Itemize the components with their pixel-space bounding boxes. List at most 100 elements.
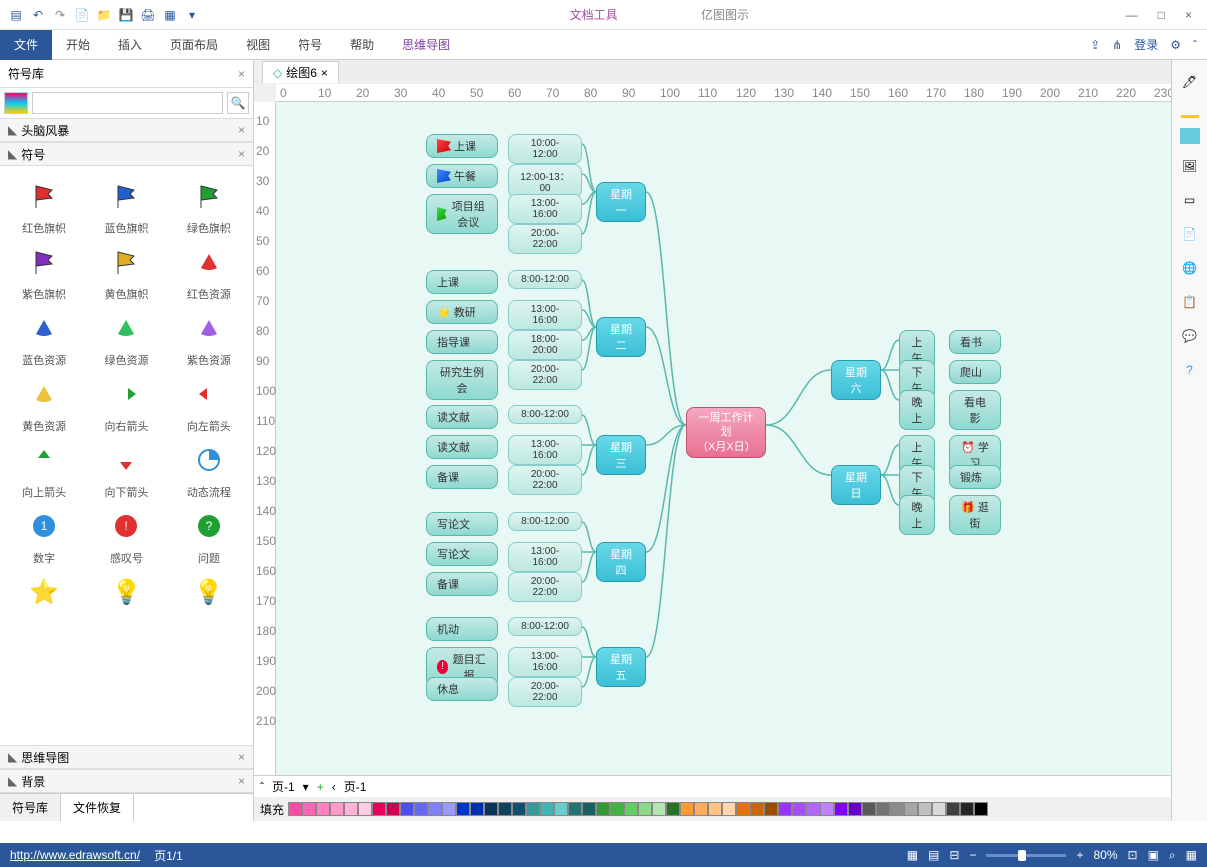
mindmap-node[interactable]: 13:00-16:00 [508, 542, 582, 572]
collapse-icon[interactable]: ˆ [1193, 38, 1197, 52]
symbol-红色资源[interactable]: 红色资源 [171, 242, 247, 302]
symbol-紫色资源[interactable]: 紫色资源 [171, 308, 247, 368]
mindmap-node[interactable]: 星期日 [831, 465, 881, 505]
page-tab-dropdown[interactable]: ▾ [303, 780, 309, 794]
section-close-icon[interactable]: × [238, 147, 245, 161]
color-swatch[interactable] [862, 802, 876, 816]
ribbon-tab-4[interactable]: 视图 [232, 30, 284, 60]
view-icon[interactable]: ▤ [928, 848, 939, 862]
symbol-绿色资源[interactable]: 绿色资源 [88, 308, 164, 368]
symbol-extra-1[interactable]: 💡 [88, 572, 164, 612]
color-swatch[interactable] [624, 802, 638, 816]
section-background[interactable]: ◣ 背景 × [0, 769, 253, 793]
symbol-蓝色资源[interactable]: 蓝色资源 [6, 308, 82, 368]
qat-more-icon[interactable]: ▾ [184, 7, 200, 23]
mindmap-node[interactable]: ⭐ 教研 [426, 300, 498, 324]
mindmap-node[interactable]: 机动 [426, 617, 498, 641]
symbol-问题[interactable]: ?问题 [171, 506, 247, 566]
panel-close-icon[interactable]: × [238, 67, 245, 81]
style-icon[interactable]: 🖊 [1178, 70, 1202, 94]
tab-file-recovery[interactable]: 文件恢复 [61, 794, 134, 821]
color-swatch[interactable] [512, 802, 526, 816]
color-swatch[interactable] [778, 802, 792, 816]
symbol-向下箭头[interactable]: 向下箭头 [88, 440, 164, 500]
search-input[interactable] [32, 92, 223, 114]
symbol-感叹号[interactable]: !感叹号 [88, 506, 164, 566]
mindmap-node[interactable]: 12:00-13：00 [508, 164, 582, 198]
mindmap-node[interactable]: 8:00-12:00 [508, 270, 582, 289]
mindmap-node[interactable]: 写论文 [426, 512, 498, 536]
undo-icon[interactable]: ↶ [30, 7, 46, 23]
symbol-数字[interactable]: 1数字 [6, 506, 82, 566]
tab-symbol-library[interactable]: 符号库 [0, 794, 61, 821]
zoom-out-icon[interactable]: − [969, 848, 976, 862]
gear-icon[interactable]: ⚙ [1170, 38, 1181, 52]
color-swatch[interactable] [428, 802, 442, 816]
mindmap-node[interactable]: 爬山 [949, 360, 1001, 384]
color-swatch[interactable] [694, 802, 708, 816]
fit-icon[interactable]: ⌕ [1169, 848, 1176, 863]
color-swatch[interactable] [708, 802, 722, 816]
canvas[interactable]: 一周工作计划（X月X日）星期一 上课10:00-12:00 午餐12:00-13… [276, 102, 1171, 793]
color-swatch[interactable] [442, 802, 456, 816]
color-swatch[interactable] [960, 802, 974, 816]
color-swatch[interactable] [722, 802, 736, 816]
color-swatch[interactable] [470, 802, 484, 816]
note-icon[interactable]: 📋 [1178, 290, 1202, 314]
color-swatch[interactable] [386, 802, 400, 816]
mindmap-node[interactable]: 午餐 [426, 164, 498, 188]
minimize-button[interactable]: — [1126, 8, 1138, 22]
symbol-extra-0[interactable]: ⭐ [6, 572, 82, 612]
close-tab-icon[interactable]: × [321, 66, 328, 80]
section-mindmap[interactable]: ◣ 思维导图 × [0, 745, 253, 769]
fit-icon[interactable]: ▣ [1148, 848, 1159, 862]
color-swatch[interactable] [330, 802, 344, 816]
url-link[interactable]: http://www.edrawsoft.cn/ [10, 848, 140, 862]
fit-icon[interactable]: ⊡ [1128, 848, 1138, 862]
mindmap-node[interactable]: 20:00-22:00 [508, 572, 582, 602]
mindmap-node[interactable]: 8:00-12:00 [508, 512, 582, 531]
share2-icon[interactable]: ⋔ [1112, 38, 1122, 52]
color-swatch[interactable] [904, 802, 918, 816]
mindmap-node[interactable]: 备课 [426, 572, 498, 596]
symbol-蓝色旗帜[interactable]: 蓝色旗帜 [88, 176, 164, 236]
ribbon-tab-7[interactable]: 思维导图 [388, 30, 464, 60]
color-swatch[interactable] [302, 802, 316, 816]
mindmap-node[interactable]: 一周工作计划（X月X日） [686, 407, 766, 458]
color-swatch[interactable] [316, 802, 330, 816]
doc-tab[interactable]: ◇ 绘图6 × [262, 61, 339, 83]
color-swatch[interactable] [568, 802, 582, 816]
color-swatch[interactable] [596, 802, 610, 816]
page-tab[interactable]: 页-1 [344, 778, 367, 795]
mindmap-node[interactable]: 🎁 逛街 [949, 495, 1001, 535]
ribbon-tab-1[interactable]: 开始 [52, 30, 104, 60]
mindmap-node[interactable]: 13:00-16:00 [508, 300, 582, 330]
zoom-slider[interactable] [986, 854, 1066, 857]
symbol-向左箭头[interactable]: 向左箭头 [171, 374, 247, 434]
add-page-icon[interactable]: + [317, 780, 324, 794]
mindmap-node[interactable]: 星期六 [831, 360, 881, 400]
color-swatch[interactable] [638, 802, 652, 816]
mindmap-node[interactable]: 10:00-12:00 [508, 134, 582, 164]
symbol-向右箭头[interactable]: 向右箭头 [88, 374, 164, 434]
color-swatch[interactable] [372, 802, 386, 816]
underline-icon[interactable] [1181, 104, 1199, 118]
new-icon[interactable]: 📄 [74, 7, 90, 23]
color-swatch[interactable] [554, 802, 568, 816]
image-icon[interactable]: 🖼 [1178, 154, 1202, 178]
mindmap-node[interactable]: 看书 [949, 330, 1001, 354]
zoom-in-icon[interactable]: + [1076, 848, 1083, 862]
section-close-icon[interactable]: × [238, 123, 245, 137]
mindmap-node[interactable]: 上课 [426, 134, 498, 158]
ribbon-tab-5[interactable]: 符号 [284, 30, 336, 60]
color-swatch[interactable] [946, 802, 960, 816]
qat-options-icon[interactable]: ▤ [8, 7, 24, 23]
color-swatch[interactable] [820, 802, 834, 816]
mindmap-node[interactable]: 读文献 [426, 435, 498, 459]
help-icon[interactable]: ? [1178, 358, 1202, 382]
mindmap-node[interactable]: 13:00-16:00 [508, 647, 582, 677]
mindmap-node[interactable]: 上课 [426, 270, 498, 294]
open-icon[interactable]: 📁 [96, 7, 112, 23]
symbol-绿色旗帜[interactable]: 绿色旗帜 [171, 176, 247, 236]
mindmap-node[interactable]: 项目组会议 [426, 194, 498, 234]
